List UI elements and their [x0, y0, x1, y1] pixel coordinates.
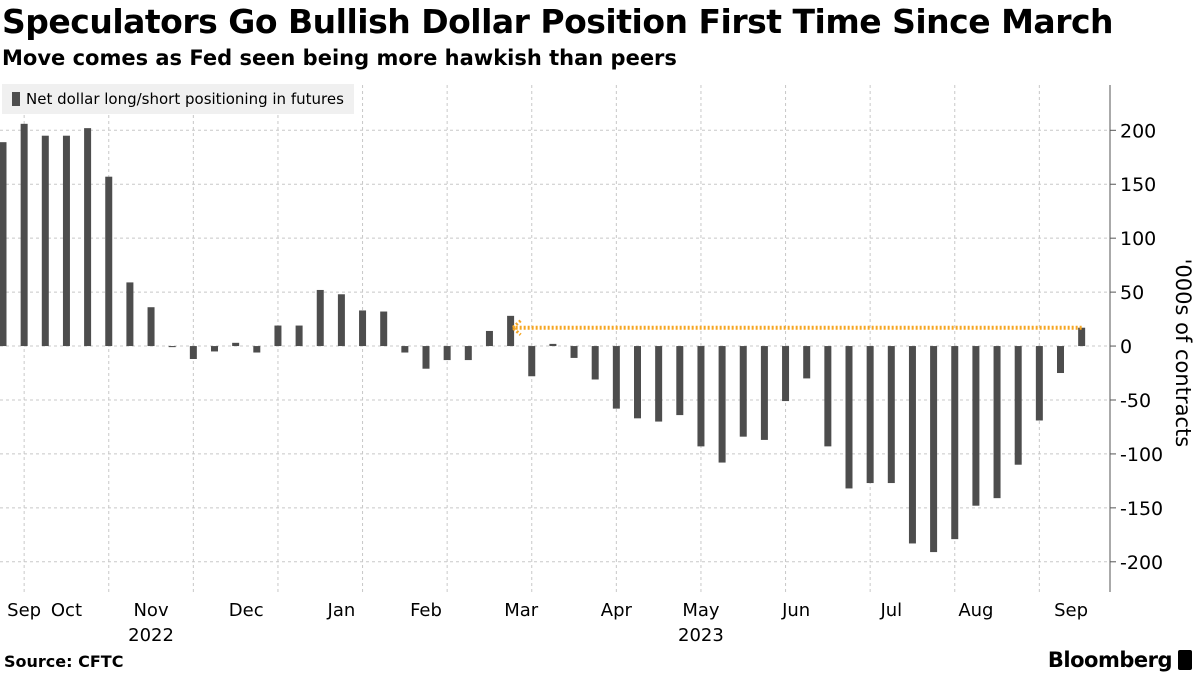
bar: [20, 123, 28, 347]
bar: [528, 346, 536, 377]
x-tick-label: Dec: [229, 600, 264, 621]
bar: [380, 311, 388, 347]
bar: [591, 346, 599, 380]
y-tick-label: -50: [1120, 390, 1151, 412]
bar: [1035, 346, 1043, 421]
bar: [189, 346, 197, 359]
x-year-label: 2023: [678, 625, 724, 646]
bar: [803, 346, 811, 379]
bar: [295, 325, 303, 347]
bar: [401, 346, 409, 353]
annotation-arrowhead: [510, 319, 522, 336]
bar: [464, 346, 472, 361]
legend-label: Net dollar long/short positioning in fut…: [26, 90, 344, 108]
bar: [676, 346, 684, 416]
y-axis-label: '000s of contracts: [1171, 259, 1195, 448]
y-tick-label: -100: [1120, 444, 1163, 466]
x-tick-label: Sep: [1054, 600, 1088, 621]
bar: [930, 346, 938, 553]
bar: [422, 346, 430, 369]
bar: [549, 343, 557, 347]
bar: [253, 346, 261, 353]
x-tick-label: Jun: [781, 600, 810, 621]
bar: [739, 346, 747, 437]
bar: [316, 289, 324, 347]
y-tick-label: -200: [1120, 552, 1163, 574]
x-tick-label: Feb: [410, 600, 442, 621]
bar: [337, 294, 345, 347]
x-tick-label: May: [682, 600, 720, 621]
x-tick-label: Mar: [504, 600, 539, 621]
bar: [612, 346, 620, 409]
bar: [972, 346, 980, 506]
bar: [359, 310, 367, 347]
x-tick-label: Oct: [51, 600, 82, 621]
source-note: Source: CFTC: [4, 652, 124, 671]
bar: [908, 346, 916, 544]
chart-subtitle: Move comes as Fed seen being more hawkis…: [2, 46, 677, 70]
legend-swatch: [12, 92, 20, 106]
bar: [1014, 346, 1022, 465]
bloomberg-terminal-icon: [1178, 650, 1192, 670]
bar: [232, 342, 240, 347]
y-tick-label: 50: [1120, 282, 1144, 304]
y-tick-label: 0: [1120, 336, 1132, 358]
bar: [485, 330, 493, 347]
y-tick-label: -150: [1120, 498, 1163, 520]
bar: [168, 346, 176, 348]
bar: [655, 346, 663, 422]
brand-name: Bloomberg: [1047, 648, 1173, 672]
x-tick-label: Sep: [7, 600, 41, 621]
bar: [147, 307, 155, 347]
x-year-label: 2022: [128, 625, 174, 646]
bar: [274, 325, 282, 347]
bar: [782, 346, 790, 402]
x-tick-label: Jul: [879, 600, 902, 621]
bar: [1078, 327, 1086, 347]
bar: [62, 135, 70, 347]
x-tick-label: Nov: [133, 600, 168, 621]
y-tick-label: 200: [1120, 120, 1156, 142]
bar: [824, 346, 832, 447]
bar: [211, 346, 218, 352]
bar: [718, 346, 726, 463]
bar: [697, 346, 705, 447]
bar: [126, 282, 134, 347]
y-tick-label: 100: [1120, 228, 1156, 250]
x-tick-label: Jan: [327, 600, 356, 621]
bar: [84, 128, 92, 347]
bar: [507, 315, 515, 347]
y-tick-label: 150: [1120, 174, 1156, 196]
bar: [993, 346, 1001, 499]
bloomberg-logo: Bloomberg: [1048, 648, 1192, 672]
bar: [1057, 346, 1064, 374]
legend: Net dollar long/short positioning in fut…: [2, 84, 354, 114]
bar: [760, 346, 768, 440]
chart-title: Speculators Go Bullish Dollar Position F…: [2, 2, 1114, 41]
bar: [845, 346, 853, 489]
bar: [443, 346, 451, 361]
bar: [0, 142, 7, 347]
bar: [951, 346, 959, 540]
x-tick-label: Apr: [601, 600, 633, 621]
x-tick-label: Aug: [958, 600, 993, 621]
bar: [634, 346, 641, 419]
bar: [570, 346, 578, 358]
bar: [41, 135, 49, 347]
bar: [105, 176, 113, 347]
bar: [887, 346, 895, 484]
bar: [866, 346, 874, 484]
